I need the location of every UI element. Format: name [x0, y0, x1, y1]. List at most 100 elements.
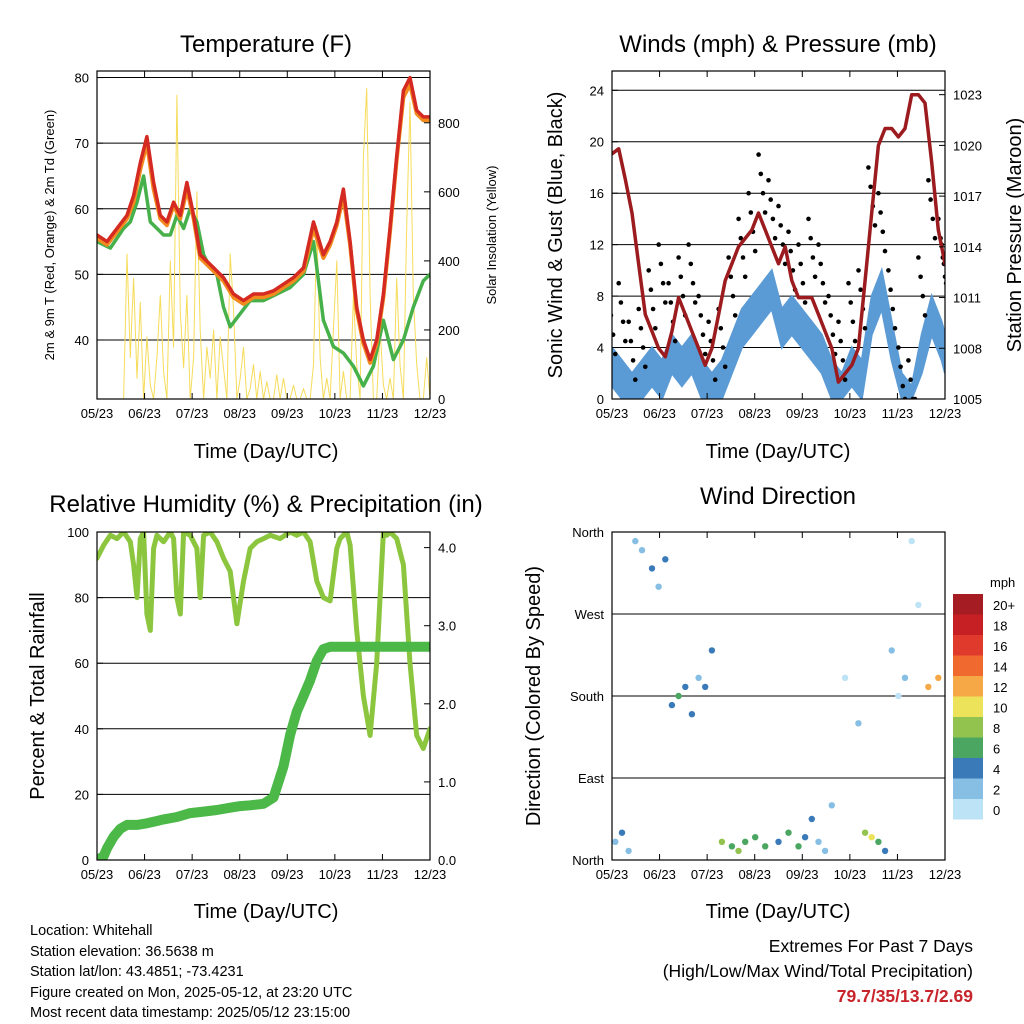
y-tick-label: 60 — [75, 656, 89, 671]
extremes-box: Extremes For Past 7 Days (High/Low/Max W… — [663, 934, 973, 1009]
y-right-tick-label: 800 — [438, 116, 460, 131]
gust-point — [768, 197, 773, 202]
gust-point — [930, 216, 936, 222]
y-ticks-right: 0 200 400 600 800 — [424, 116, 460, 407]
x-tick-label: 12/23 — [414, 867, 447, 882]
gust-point — [758, 171, 764, 177]
gust-point — [710, 358, 716, 363]
y-tick-label: 4 — [597, 341, 604, 356]
colorbar-swatch — [953, 717, 983, 738]
x-tick-label: 11/23 — [367, 867, 399, 882]
gust-point — [618, 300, 624, 305]
gust-point — [663, 300, 668, 305]
x-tick-label: 09/23 — [786, 867, 819, 882]
gust-point — [762, 210, 768, 215]
y-tick-label: West — [575, 607, 605, 622]
gust-point — [606, 294, 611, 299]
direction-point — [702, 683, 709, 691]
direction-point — [875, 838, 882, 845]
gust-point — [896, 345, 901, 350]
direction-point — [668, 701, 676, 709]
station-info: Location: Whitehall Station elevation: 3… — [30, 921, 352, 1024]
x-tick-label: 12/23 — [414, 406, 447, 421]
colorbar-label: 20+ — [993, 598, 1015, 613]
gust-point — [848, 300, 853, 305]
direction-point — [815, 838, 822, 845]
series-group — [606, 92, 951, 399]
colorbar-label: 18 — [993, 619, 1007, 634]
y-right-tick-label: 2.0 — [438, 697, 456, 712]
gust-point — [788, 248, 793, 254]
y-axis-right-label: Solar Insolation (Yellow) — [484, 166, 499, 305]
x-tick-label: 07/23 — [176, 406, 209, 421]
gust-point — [838, 338, 843, 344]
gust-point — [826, 293, 831, 299]
gust-point — [820, 280, 826, 286]
y-tick-label: 24 — [590, 83, 604, 98]
gust-point — [782, 261, 788, 267]
gust-point — [946, 300, 951, 305]
y-tick-label: 20 — [75, 787, 89, 802]
y-right-tick-label: 4.0 — [438, 541, 456, 556]
y-ticks: North East South West North — [570, 525, 618, 868]
x-tick-label: 08/23 — [738, 867, 771, 882]
gust-point — [620, 319, 626, 325]
y-ticks: 40 50 60 70 80 — [75, 71, 103, 348]
direction-point — [935, 674, 942, 681]
x-tick-label: 06/23 — [128, 867, 161, 882]
series-line — [97, 75, 430, 362]
y-tick-label: 0 — [82, 853, 89, 868]
gust-point — [646, 268, 651, 273]
direction-point — [682, 683, 689, 691]
x-tick-label: 09/23 — [786, 406, 819, 421]
direction-point — [735, 847, 742, 855]
y-tick-label: 40 — [75, 333, 89, 348]
gust-point — [878, 210, 883, 215]
gust-point — [866, 165, 871, 170]
direction-point — [881, 847, 889, 855]
x-axis-label: Time (Day/UTC) — [194, 901, 339, 923]
gust-point — [623, 338, 628, 344]
gust-point — [732, 313, 738, 318]
direction-point — [855, 720, 862, 727]
y-tick-label: 80 — [75, 591, 89, 606]
y-right-tick-label: 1020 — [953, 138, 982, 153]
y-ticks-right: 1005 1008 1011 1014 1017 1020 1023 — [939, 88, 982, 407]
x-tick-label: 11/23 — [882, 406, 914, 421]
gust-point — [690, 280, 696, 286]
gust-point — [798, 261, 803, 267]
direction-point — [655, 583, 662, 590]
colorbar-label: 8 — [993, 721, 1000, 736]
gust-point — [730, 293, 736, 299]
x-tick-label: 08/23 — [738, 406, 771, 421]
y-axis-label: Sonic Wind & Gust (Blue, Black) — [545, 92, 567, 379]
gust-point — [648, 287, 654, 293]
gust-point — [626, 319, 631, 325]
gust-point — [880, 229, 886, 235]
plot-frame — [96, 70, 431, 400]
x-ticks: 05/23 06/23 07/23 08/23 09/23 10/23 11/23 12/23 — [596, 532, 961, 882]
gust-point — [678, 274, 684, 280]
x-tick-label: 08/23 — [223, 867, 256, 882]
colorbar-swatch — [953, 635, 983, 656]
direction-point — [708, 647, 716, 654]
direction-point — [895, 692, 902, 700]
colorbar-swatch — [953, 758, 983, 779]
direction-point — [638, 547, 646, 554]
extremes-title: Extremes For Past 7 Days — [768, 936, 973, 956]
gust-point — [812, 274, 818, 280]
colorbar-swatch — [953, 799, 983, 820]
gust-point — [636, 306, 641, 312]
y-right-tick-label: 1023 — [953, 88, 982, 103]
gust-point — [882, 248, 888, 254]
gust-point — [836, 319, 841, 325]
y-ticks: 0 4 8 12 16 20 24 — [590, 83, 618, 407]
direction-point — [762, 843, 769, 850]
direction-point — [901, 674, 909, 681]
direction-point — [801, 834, 809, 841]
gust-point — [822, 300, 828, 305]
gust-point — [868, 184, 873, 190]
gust-point — [633, 377, 638, 383]
series-group — [612, 537, 942, 855]
plot-frame — [96, 531, 431, 861]
